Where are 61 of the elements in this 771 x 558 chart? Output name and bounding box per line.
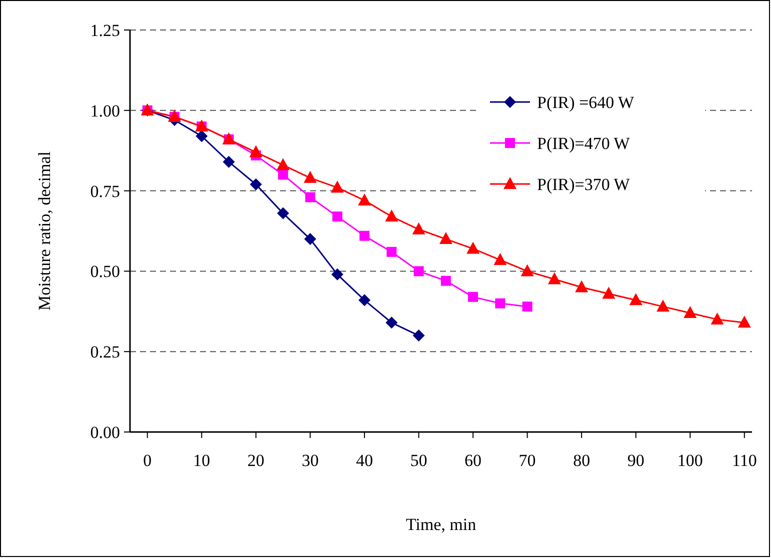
point [276,158,290,170]
point [710,312,724,324]
x-tick-label: 110 [732,451,757,470]
point [520,264,534,276]
point [684,306,697,318]
x-tick-label: 10 [193,451,210,470]
point [222,156,235,168]
x-tick-label: 90 [627,451,644,470]
x-tick-label: 100 [677,451,703,470]
point [414,266,424,276]
point [412,330,425,342]
y-tick-label: 0.50 [90,262,120,282]
y-axis-title: Moisture ratio, decimal [35,151,54,311]
point [385,210,398,222]
point [250,178,262,190]
x-tick-label: 50 [410,451,428,470]
point [331,268,344,280]
point [629,293,642,306]
point [522,302,532,312]
y-tick-label: 1.00 [90,101,120,120]
legend-label: P(IR) =640 W [537,92,636,112]
point [468,292,478,302]
point [277,207,290,220]
point [602,286,616,299]
point [440,276,451,286]
x-tick-label: 0 [143,451,152,470]
y-tick-label: 1.25 [90,20,120,40]
x-tick-label: 70 [518,451,536,470]
point [196,130,208,142]
point [738,316,751,328]
point [548,272,561,284]
x-tick-label: 30 [302,451,319,470]
point [494,252,507,265]
point [466,242,480,254]
point [332,212,342,222]
x-tick-label: 40 [356,451,373,470]
point [359,230,370,241]
legend-label: P(IR)=370 W [537,174,631,194]
x-tick-label: 20 [247,451,264,470]
point [330,180,344,193]
point [305,192,316,202]
point [412,222,426,234]
point [358,193,371,206]
point [386,316,398,329]
point [304,170,317,183]
legend-label: P(IR)=470 W [537,134,631,153]
y-tick-label: 0.25 [90,342,120,362]
point [575,280,588,292]
y-tick-label: 0.00 [90,422,120,442]
x-tick-label: 80 [573,451,590,470]
point [495,298,506,308]
point [386,246,397,257]
point [304,233,316,246]
point [656,300,670,312]
y-tick-label: 0.75 [90,182,120,201]
point [249,145,262,158]
point [358,294,370,306]
point [278,170,288,180]
point [439,232,452,244]
x-tick-label: 60 [464,451,482,470]
x-axis-title: Time, min [406,515,477,534]
